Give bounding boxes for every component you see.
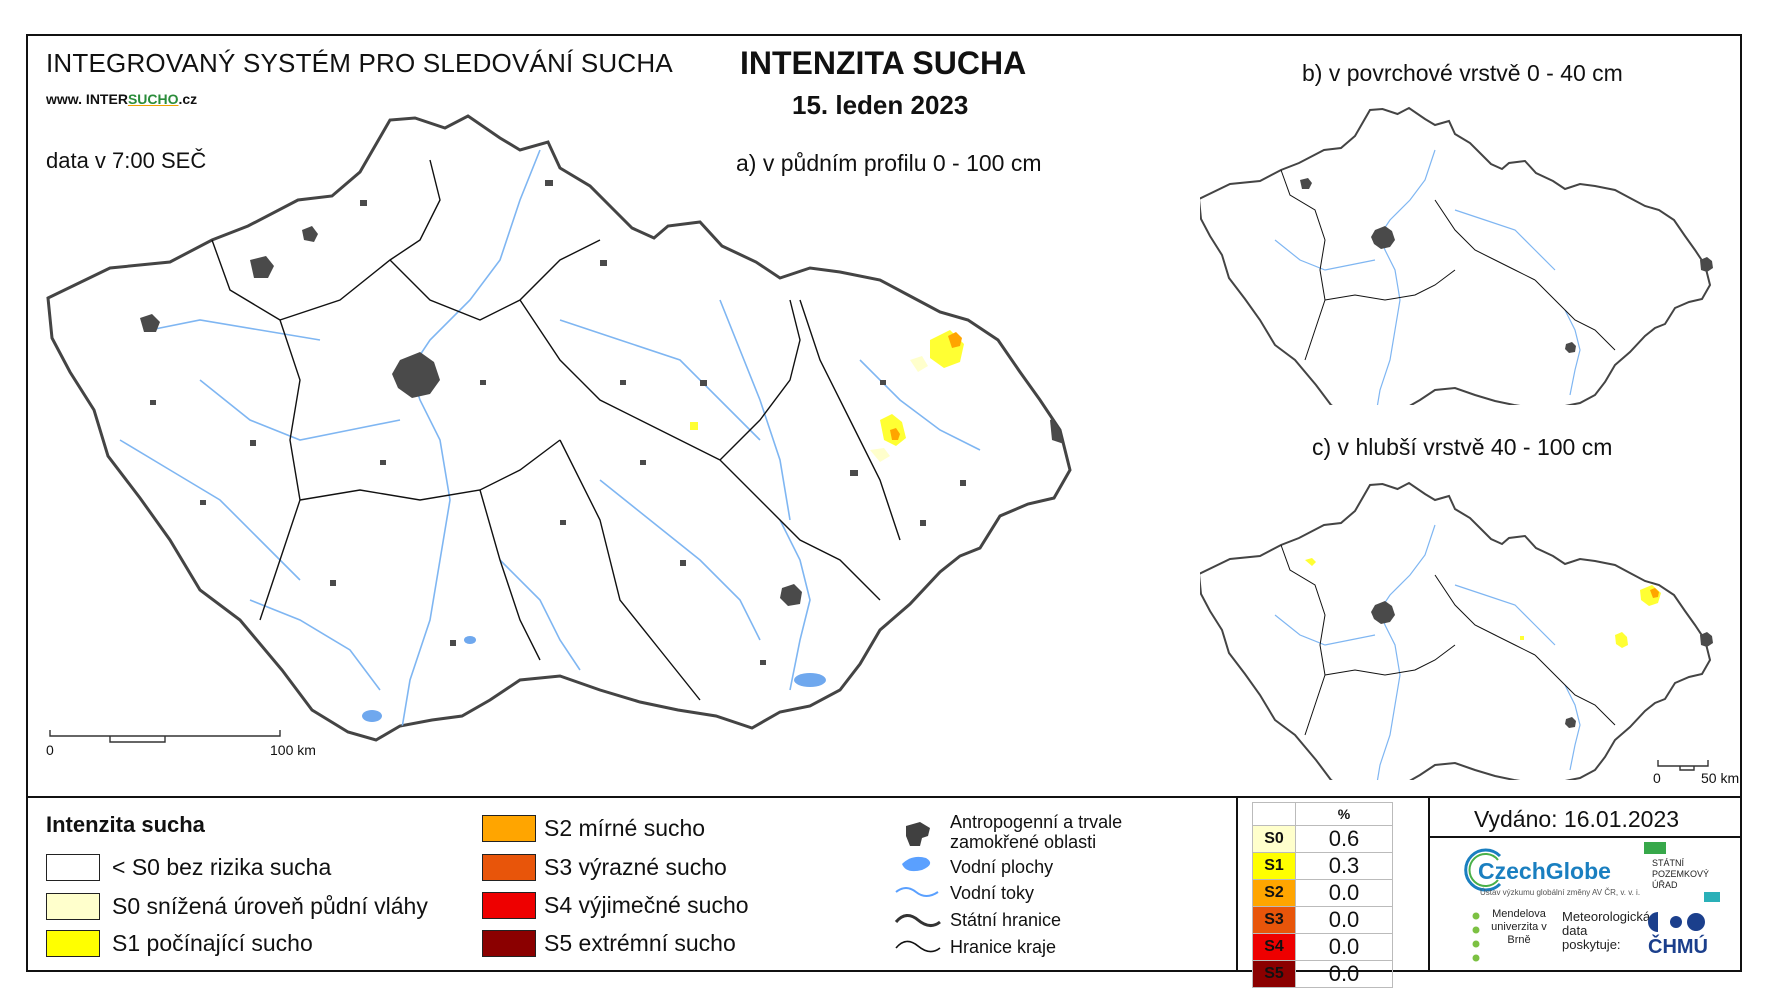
table-divider-right bbox=[1428, 796, 1430, 972]
scale-small-end: 50 km bbox=[1701, 770, 1740, 786]
region-border-icon bbox=[895, 940, 941, 953]
drought-patches bbox=[690, 330, 964, 462]
czechglobe-logo-icon bbox=[1464, 848, 1502, 892]
spu-logo: STÁTNÍ POZEMKOVÝ ÚŘAD bbox=[1652, 858, 1710, 890]
scale-small-zero: 0 bbox=[1653, 770, 1661, 786]
table-row: S3 0.0 bbox=[1252, 906, 1393, 934]
rivers bbox=[119, 149, 981, 740]
region-borders bbox=[211, 159, 901, 701]
czechglobe-subtitle: Ústav výzkumu globální změny AV ČR, v. v… bbox=[1480, 888, 1641, 897]
system-name: INTEGROVANÝ SYSTÉM PRO SLEDOVÁNÍ SUCHA bbox=[46, 48, 673, 78]
legend-s3: S3 výrazné sucho bbox=[544, 854, 727, 880]
class-cell: S4 bbox=[1252, 933, 1296, 961]
table-divider-left bbox=[1236, 796, 1238, 972]
value-cell: 0.0 bbox=[1295, 960, 1393, 988]
legend-s2: S2 mírné sucho bbox=[544, 815, 706, 841]
legend-below-s0: < S0 bez rizika sucha bbox=[112, 854, 332, 880]
scale-bar-small bbox=[1657, 760, 1709, 771]
table-row: S2 0.0 bbox=[1252, 879, 1393, 907]
overlay-water-label: Vodní plochy bbox=[950, 857, 1054, 877]
state-border bbox=[46, 114, 1072, 742]
water-bodies bbox=[362, 636, 826, 722]
spu-accent-icon bbox=[1704, 892, 1720, 902]
swatch-s2 bbox=[482, 815, 536, 842]
mendelu-logo: Mendelova univerzita v Brně bbox=[1491, 908, 1547, 946]
issued-divider bbox=[1428, 836, 1742, 838]
value-cell: 0.0 bbox=[1295, 906, 1393, 934]
table-row: S0 0.6 bbox=[1252, 825, 1393, 853]
water-body-icon bbox=[902, 856, 931, 872]
class-cell: S3 bbox=[1252, 906, 1296, 934]
urban-area-icon bbox=[906, 822, 930, 846]
table-row: S4 0.0 bbox=[1252, 933, 1393, 961]
table-header-row: % bbox=[1252, 802, 1393, 826]
swatch-s5 bbox=[482, 930, 536, 957]
legend-divider bbox=[26, 796, 1742, 798]
scale-zero: 0 bbox=[46, 742, 54, 758]
spu-logo-icon bbox=[1644, 842, 1666, 854]
swatch-s4 bbox=[482, 892, 536, 919]
legend-s0: S0 snížená úroveň půdní vláhy bbox=[112, 893, 428, 919]
overlay-urban-label: Antropogenní a trvale zamokřené oblasti bbox=[950, 812, 1123, 852]
map-a-label: a) v půdním profilu 0 - 100 cm bbox=[736, 150, 1042, 176]
main-map bbox=[46, 114, 1072, 743]
overlay-icons bbox=[894, 822, 941, 953]
value-cell: 0.3 bbox=[1295, 852, 1393, 880]
value-cell: 0.0 bbox=[1295, 879, 1393, 907]
table-row: S5 0.0 bbox=[1252, 960, 1393, 988]
value-cell: 0.0 bbox=[1295, 933, 1393, 961]
map-c-label: c) v hlubší vrstvě 40 - 100 cm bbox=[1312, 434, 1613, 460]
map-date: 15. leden 2023 bbox=[792, 90, 969, 120]
overlay-river-label: Vodní toky bbox=[950, 883, 1035, 903]
swatch-s3 bbox=[482, 854, 536, 881]
class-cell: S5 bbox=[1252, 960, 1296, 988]
class-cell: S0 bbox=[1252, 825, 1296, 853]
page-title: INTENZITA SUCHA bbox=[740, 45, 1027, 81]
map-c bbox=[1200, 481, 1713, 780]
map-frame bbox=[26, 34, 1742, 972]
swatch-below-s0 bbox=[46, 854, 100, 881]
legend-title: Intenzita sucha bbox=[46, 812, 205, 837]
class-cell: S1 bbox=[1252, 852, 1296, 880]
drought-percent-table: % S0 0.6 S1 0.3 S2 0.0 S3 0.0 S4 0.0 S5 … bbox=[1252, 802, 1393, 988]
legend-s5: S5 extrémní sucho bbox=[544, 930, 736, 956]
map-b-label: b) v povrchové vrstvě 0 - 40 cm bbox=[1302, 60, 1623, 86]
class-cell: S2 bbox=[1252, 879, 1296, 907]
value-cell: 0.6 bbox=[1295, 825, 1393, 853]
chmu-logo: ČHMÚ bbox=[1648, 936, 1708, 958]
legend-s1: S1 počínající sucho bbox=[112, 930, 313, 956]
legend-s4: S4 výjimečné sucho bbox=[544, 892, 749, 918]
issued-date: Vydáno: 16.01.2023 bbox=[1474, 806, 1680, 832]
swatch-s1 bbox=[46, 930, 100, 957]
state-border-icon bbox=[894, 914, 941, 927]
scale-end: 100 km bbox=[270, 742, 316, 758]
overlay-state-border-label: Státní hranice bbox=[950, 910, 1062, 930]
river-icon bbox=[895, 887, 939, 897]
percent-header: % bbox=[1295, 802, 1393, 826]
chmu-logo-icon bbox=[1648, 912, 1705, 932]
met-data-provider: Meteorologická data poskytuje: bbox=[1562, 909, 1651, 952]
overlay-region-border-label: Hranice kraje bbox=[950, 937, 1057, 957]
data-time: data v 7:00 SEČ bbox=[46, 148, 207, 173]
czechglobe-logo: CzechGlobe bbox=[1478, 858, 1611, 884]
scale-bar bbox=[49, 730, 281, 743]
website-link[interactable]: www. INTERSUCHO.cz bbox=[46, 91, 198, 107]
mendelu-dots-icon bbox=[1472, 912, 1480, 962]
map-b bbox=[1200, 106, 1713, 405]
table-row: S1 0.3 bbox=[1252, 852, 1393, 880]
swatch-s0 bbox=[46, 893, 100, 920]
